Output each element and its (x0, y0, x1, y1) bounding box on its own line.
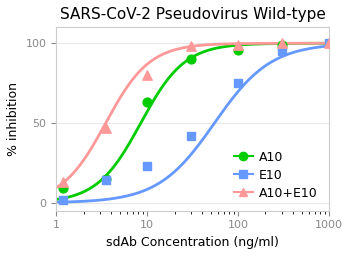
Point (188, 44, 193, 48)
Point (235, 43, 241, 47)
Point (279, 43, 284, 47)
Point (61, 186, 66, 190)
Title: SARS-CoV-2 Pseudovirus Wild-type: SARS-CoV-2 Pseudovirus Wild-type (60, 7, 326, 22)
Point (235, 81, 241, 85)
Point (144, 73, 150, 77)
Point (235, 48, 241, 52)
Point (279, 41, 284, 45)
Point (188, 134, 193, 138)
Point (144, 100, 150, 104)
Point (144, 164, 150, 168)
Point (103, 126, 108, 130)
Point (188, 57, 193, 61)
Y-axis label: % inhibition: % inhibition (7, 82, 20, 156)
X-axis label: sdAb Concentration (ng/ml): sdAb Concentration (ng/ml) (106, 236, 279, 249)
Point (279, 49, 284, 53)
Point (103, 177, 108, 181)
Point (103, 178, 108, 183)
Point (61, 180, 66, 184)
Point (326, 41, 332, 45)
Point (61, 198, 66, 202)
Legend: A10, E10, A10+E10: A10, E10, A10+E10 (229, 145, 323, 205)
Point (326, 41, 332, 45)
